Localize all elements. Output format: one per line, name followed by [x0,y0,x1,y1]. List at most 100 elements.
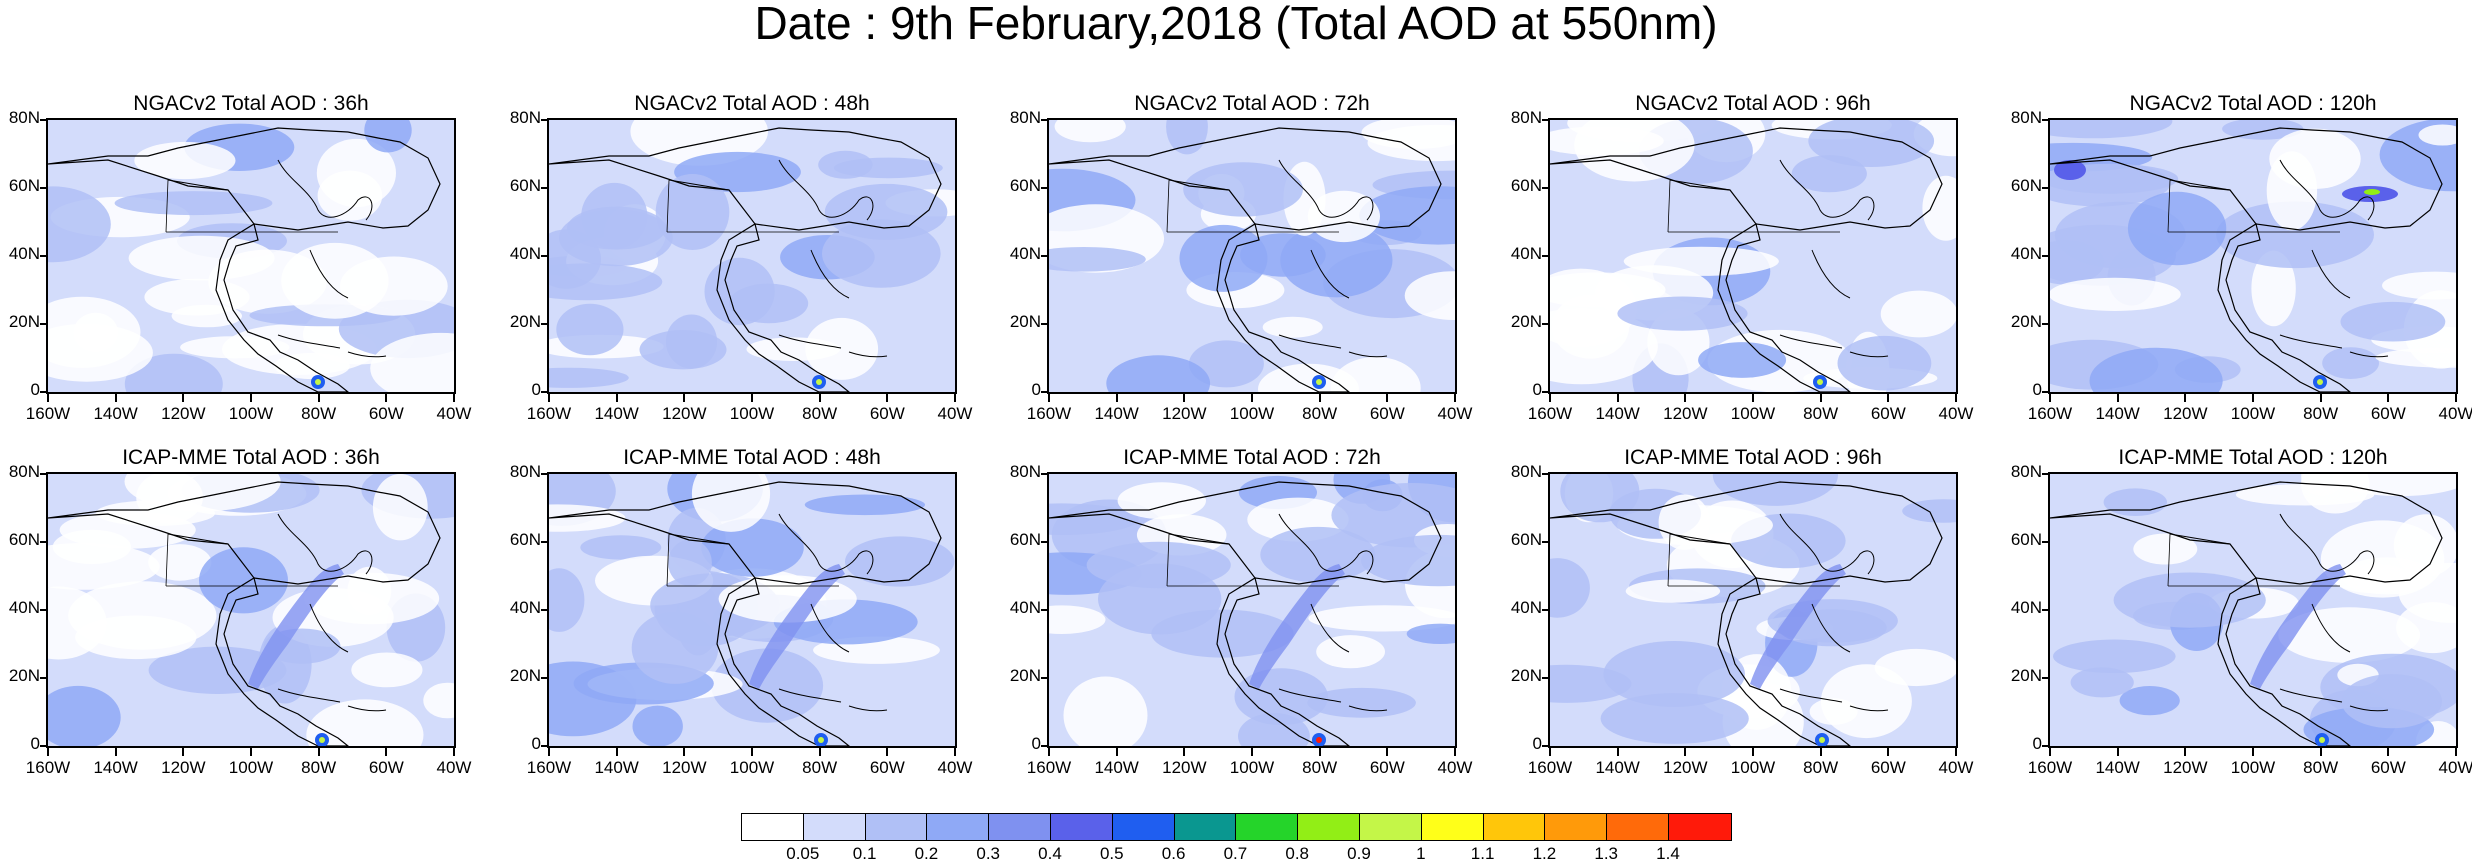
longitude-tick [2455,748,2457,756]
country-border [1667,533,1840,587]
aod-region [1617,296,1748,331]
aod-hotspot-peak [1819,737,1825,743]
latitude-label: 60N [1510,530,1542,549]
longitude-tick [1752,748,1754,756]
latitude-label: 60N [1009,530,1041,549]
latitude-label: 40N [8,598,40,617]
coastline-detail [1669,513,1889,712]
aod-region [655,174,730,250]
latitude-label: 60N [2010,176,2042,195]
longitude-tick [453,394,455,402]
aod-region [1086,541,1231,589]
latitude-label: 80N [8,462,40,481]
aod-region [2382,271,2456,300]
map-frame [2048,118,2458,394]
latitude-label: 20N [1009,666,1041,685]
aod-region [691,474,771,532]
longitude-tick [47,748,49,756]
longitude-tick [1549,394,1551,402]
aod-region [1316,635,1385,669]
latitude-label: 80N [2010,462,2042,481]
longitude-label: 120W [1663,404,1708,423]
longitude-label: 40W [1437,404,1473,423]
country-border [2167,179,2340,233]
longitude-label: 80W [301,404,337,423]
aod-region [1623,246,1779,276]
panel-title: NGACv2 Total AOD : 48h [634,92,870,115]
aod-region [1260,526,1376,583]
aod-region [1791,155,1867,193]
map-panel: NGACv2 Total AOD : 96h 80N 60N 40N 20N 0 160W 1… [1511,92,1974,423]
latitude-label: 20N [2010,312,2042,331]
aod-region [281,242,389,319]
longitude-tick [2184,748,2187,756]
latitude-tick [40,473,48,475]
latitude-tick [541,677,549,679]
longitude-tick [2387,394,2390,402]
panel-title: NGACv2 Total AOD : 96h [1635,92,1871,115]
aod-plume [749,564,845,689]
aod-region [1308,605,1455,632]
map-frame [1548,472,1958,748]
longitude-tick [1684,394,1687,402]
longitude-tick [683,394,686,402]
aod-region [2133,533,2198,565]
longitude-label: 140W [1094,758,1139,777]
longitude-tick [818,748,821,756]
latitude-label: 20N [509,666,541,685]
longitude-label: 140W [93,404,138,423]
aod-region [632,705,683,746]
latitude-label: 0 [1031,380,1041,399]
longitude-label: 160W [25,758,71,777]
aod-region [48,685,121,746]
colorbar-label: 0.3 [976,844,1000,863]
longitude-tick [2319,394,2322,402]
aod-region [2127,191,2227,266]
longitude-label: 40W [1938,404,1974,423]
longitude-tick [1887,394,1890,402]
map-panel: NGACv2 Total AOD : 48h 80N 60N 40N 20N 0 160W 1… [510,92,973,423]
longitude-label: 80W [1302,758,1338,777]
aod-region [1698,342,1787,378]
longitude-label: 140W [594,404,639,423]
longitude-tick [2049,748,2051,756]
latitude-tick [1542,323,1550,325]
longitude-tick [182,394,185,402]
aod-region [746,337,841,361]
aod-field-map [48,474,454,746]
longitude-tick [548,394,550,402]
country-border [2167,533,2340,587]
latitude-tick [40,541,48,543]
aod-region [114,191,273,216]
longitude-tick [385,394,388,402]
aod-region [1625,579,1721,603]
latitude-tick [40,745,48,747]
longitude-label: 80W [1803,758,1839,777]
longitude-label: 40W [2438,758,2472,777]
aod-hotspot-peak [2319,737,2325,743]
aod-region [580,535,662,560]
latitude-tick [1041,187,1049,189]
latitude-label: 0 [30,734,40,753]
aod-region [631,611,719,684]
panel-title: ICAP-MME Total AOD : 48h [623,446,881,469]
aod-plume [2054,160,2086,180]
longitude-tick [615,394,618,402]
latitude-label: 80N [509,462,541,481]
aod-region [1166,120,1208,155]
latitude-label: 20N [1510,666,1542,685]
country-border [165,179,338,233]
map-panel: NGACv2 Total AOD : 120h 80N 60N 40N 20N 0 160W… [2011,92,2472,423]
longitude-label: 120W [662,758,707,777]
latitude-label: 60N [509,176,541,195]
map-panel: NGACv2 Total AOD : 36h 80N 60N 40N 20N 0 160W 1… [9,92,472,423]
latitude-label: 40N [2010,244,2042,263]
longitude-tick [615,748,618,756]
colorbar-label: 1 [1416,844,1426,863]
longitude-label: 160W [1527,404,1573,423]
longitude-tick [2116,394,2119,402]
latitude-label: 60N [1009,176,1041,195]
aod-region [128,235,275,281]
longitude-tick [114,394,117,402]
latitude-tick [40,187,48,189]
